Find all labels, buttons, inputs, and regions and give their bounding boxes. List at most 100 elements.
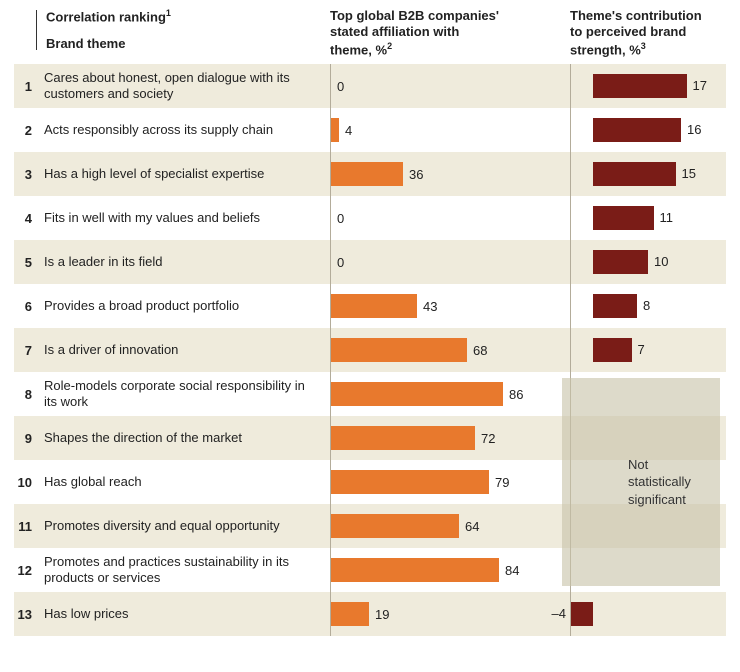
table-row: 2Acts responsibly across its supply chai… [14,108,726,152]
header-contribution: Theme's contribution to perceived brand … [570,8,740,58]
affiliation-bar [331,514,459,538]
contribution-cell [570,460,740,504]
contribution-value: –4 [552,606,566,621]
contribution-value: 8 [643,298,650,313]
contribution-cell [570,504,740,548]
affiliation-bar [331,294,417,318]
affiliation-bar [331,602,369,626]
contribution-header-a: Theme's contribution [570,8,702,23]
affiliation-value: 68 [473,343,487,358]
rank-number: 6 [14,299,38,314]
rank-number: 5 [14,255,38,270]
brand-theme-text: Acts responsibly across its supply chain [38,118,330,142]
table-row: 13Has low prices19–4 [14,592,726,636]
brand-theme-text: Promotes diversity and equal opportunity [38,514,330,538]
ranking-sup: 1 [166,8,171,18]
affiliation-value: 0 [337,255,344,270]
header-ranking: Correlation ranking1 Brand theme [14,8,330,51]
header-affiliation: Top global B2B companies' stated affilia… [330,8,570,58]
affiliation-bar [331,470,489,494]
table-row: 5Is a leader in its field 0 10 [14,240,726,284]
rank-number: 7 [14,343,38,358]
affiliation-cell: 43 [330,284,570,328]
contribution-bar [593,250,648,274]
affiliation-bar [331,558,499,582]
affiliation-bar [331,382,503,406]
affiliation-bar [331,162,403,186]
brand-theme-header-label: Brand theme [46,36,330,51]
rank-number: 10 [14,475,38,490]
affiliation-cell: 36 [330,152,570,196]
affiliation-cell: 0 [330,240,570,284]
ranking-header-label: Correlation ranking [46,9,166,24]
rank-number: 3 [14,167,38,182]
affiliation-cell: 0 [330,64,570,108]
brand-theme-text: Provides a broad product portfolio [38,294,330,318]
table-row: 10Has global reach79 [14,460,726,504]
contribution-header-c: strength, % [570,42,641,57]
affiliation-cell: 4 [330,108,570,152]
table-row: 8Role-models corporate social responsibi… [14,372,726,416]
affiliation-value: 19 [375,607,389,622]
affiliation-value: 43 [423,299,437,314]
brand-theme-text: Shapes the direction of the market [38,426,330,450]
affiliation-sup: 2 [387,41,392,51]
contribution-bar [593,294,637,318]
affiliation-value: 72 [481,431,495,446]
contribution-value: 11 [660,210,674,225]
affiliation-value: 0 [337,211,344,226]
contribution-bar [593,162,676,186]
rank-number: 8 [14,387,38,402]
affiliation-header-c: theme, % [330,42,387,57]
table-row: 11Promotes diversity and equal opportuni… [14,504,726,548]
table-row: 1Cares about honest, open dialogue with … [14,64,726,108]
contribution-bar [593,74,687,98]
contribution-cell: –4 [570,592,740,636]
contribution-cell: 16 [570,108,740,152]
affiliation-value: 0 [337,79,344,94]
brand-theme-text: Fits in well with my values and beliefs [38,206,330,230]
brand-theme-text: Has a high level of specialist expertise [38,162,330,186]
contribution-cell: 11 [570,196,740,240]
affiliation-header-b: stated affiliation with [330,24,459,39]
affiliation-cell: 0 [330,196,570,240]
table-row: 12Promotes and practices sustainability … [14,548,726,592]
brand-theme-text: Is a driver of innovation [38,338,330,362]
affiliation-value: 86 [509,387,523,402]
contribution-cell: 10 [570,240,740,284]
contribution-bar [571,602,593,626]
affiliation-cell: 68 [330,328,570,372]
affiliation-bar [331,426,475,450]
affiliation-bar [331,118,339,142]
rank-number: 12 [14,563,38,578]
contribution-cell: 7 [570,328,740,372]
affiliation-cell: 72 [330,416,570,460]
affiliation-cell: 79 [330,460,570,504]
contribution-value: 15 [682,166,696,181]
brand-theme-text: Role-models corporate social responsibil… [38,374,330,415]
affiliation-value: 84 [505,563,519,578]
rank-number: 1 [14,79,38,94]
contribution-value: 7 [638,342,645,357]
affiliation-bar [331,338,467,362]
affiliation-value: 4 [345,123,352,138]
brand-theme-text: Is a leader in its field [38,250,330,274]
contribution-cell [570,416,740,460]
rank-number: 13 [14,607,38,622]
affiliation-cell: 19 [330,592,570,636]
rank-number: 2 [14,123,38,138]
contribution-cell [570,372,740,416]
rank-number: 11 [14,519,38,534]
rank-number: 9 [14,431,38,446]
affiliation-header-a: Top global B2B companies' [330,8,499,23]
table-row: 7Is a driver of innovation687 [14,328,726,372]
affiliation-value: 64 [465,519,479,534]
contribution-bar [593,206,654,230]
table-row: 4Fits in well with my values and beliefs… [14,196,726,240]
contribution-value: 10 [654,254,668,269]
contribution-value: 16 [687,122,701,137]
rows-container: 1Cares about honest, open dialogue with … [14,64,726,636]
brand-theme-text: Promotes and practices sustainability in… [38,550,330,591]
affiliation-cell: 64 [330,504,570,548]
affiliation-cell: 86 [330,372,570,416]
